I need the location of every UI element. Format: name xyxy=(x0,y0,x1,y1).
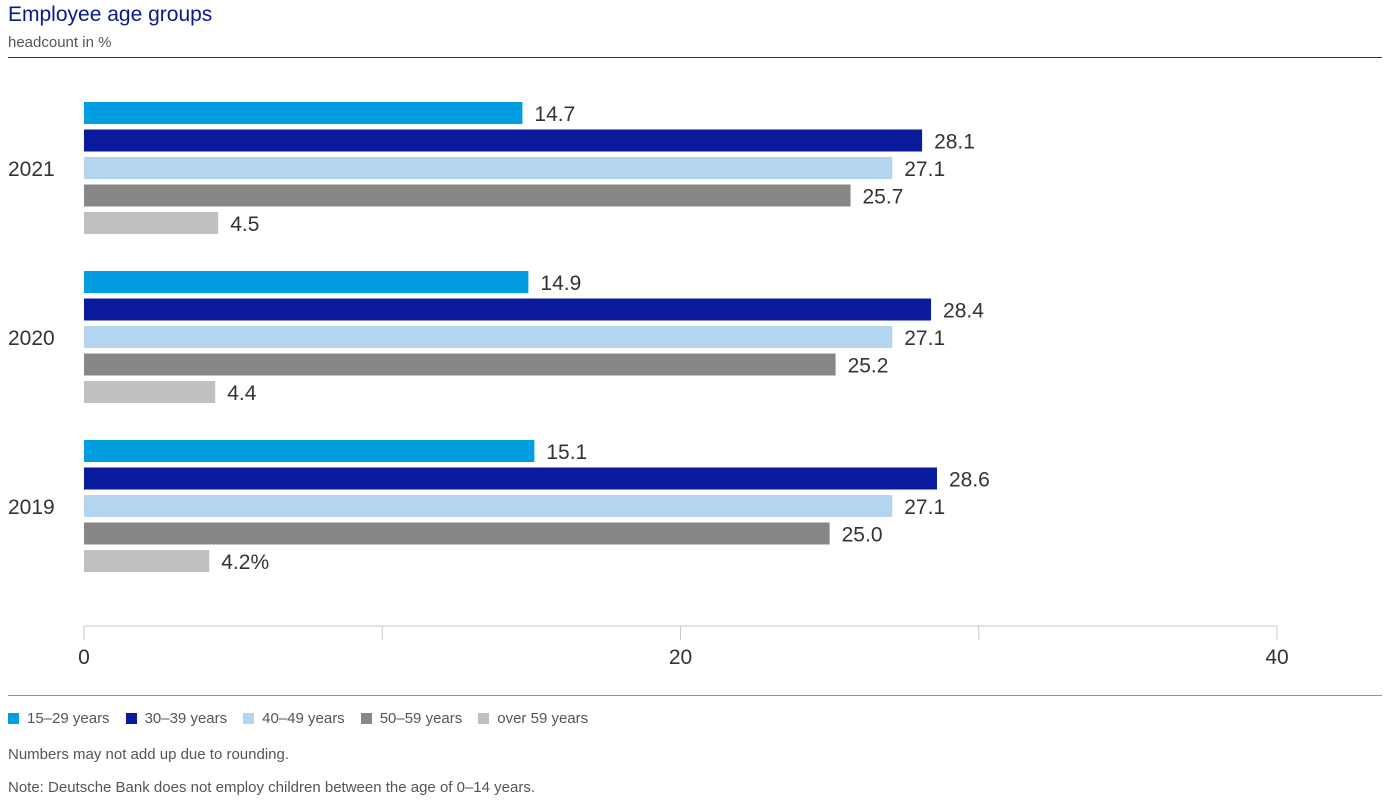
bar xyxy=(84,129,923,152)
legend-item: 40–49 years xyxy=(243,710,345,727)
legend-swatch xyxy=(243,713,255,724)
age-note: Note: Deutsche Bank does not employ chil… xyxy=(8,779,535,796)
x-tick-label: 40 xyxy=(1265,646,1288,669)
legend-item: 15–29 years xyxy=(8,710,110,727)
legend-item: over 59 years xyxy=(478,710,588,727)
data-label: 15.1 xyxy=(546,441,587,464)
data-label: 28.6 xyxy=(949,469,990,492)
data-label: 25.2 xyxy=(848,355,889,378)
bar xyxy=(84,184,851,207)
top-divider xyxy=(8,57,1382,58)
bar xyxy=(84,157,893,179)
legend-label: 15–29 years xyxy=(27,710,110,727)
data-label: 28.1 xyxy=(934,131,975,154)
legend-label: over 59 years xyxy=(497,710,589,727)
x-tick-label: 20 xyxy=(669,646,692,669)
data-label: 14.9 xyxy=(540,272,581,295)
bar xyxy=(84,271,529,293)
legend-label: 30–39 years xyxy=(144,710,228,727)
bar xyxy=(84,522,830,545)
data-label: 27.1 xyxy=(904,158,945,181)
legend-label: 50–59 years xyxy=(379,710,463,727)
legend: 15–29 years 30–39 years 40–49 years 50–59 y… xyxy=(8,710,604,727)
bar xyxy=(84,467,937,490)
bar xyxy=(84,102,523,124)
category-label: 2021 xyxy=(8,158,55,181)
legend-item: 50–59 years xyxy=(360,710,463,727)
data-label: 25.7 xyxy=(863,186,904,209)
chart-title: Employee age groups xyxy=(8,3,213,26)
legend-swatch xyxy=(8,713,19,724)
x-tick-label: 0 xyxy=(78,646,90,669)
chart-subtitle: headcount in % xyxy=(8,34,112,51)
data-label: 28.4 xyxy=(943,300,984,323)
legend-item: 30–39 years xyxy=(125,710,228,727)
bar-chart: 202114.728.127.125.74.5202014.928.427.12… xyxy=(8,102,1289,669)
bar xyxy=(84,495,893,517)
data-label: 25.0 xyxy=(842,524,883,547)
bar xyxy=(84,440,535,462)
legend-swatch xyxy=(478,713,490,724)
category-label: 2019 xyxy=(8,496,55,519)
legend-label: 40–49 years xyxy=(262,710,345,727)
bar xyxy=(84,212,219,234)
bottom-divider xyxy=(8,695,1382,696)
data-label: 27.1 xyxy=(904,496,945,519)
legend-swatch xyxy=(360,713,372,724)
legend-swatch xyxy=(125,713,137,724)
data-label: 4.5 xyxy=(230,213,259,236)
bar xyxy=(84,353,836,376)
bar xyxy=(84,381,216,403)
bar xyxy=(84,326,893,348)
bar xyxy=(84,550,210,572)
bar xyxy=(84,298,932,321)
data-label: 27.1 xyxy=(904,327,945,350)
data-label: 14.7 xyxy=(534,103,575,126)
data-label: 4.2% xyxy=(221,551,269,574)
category-label: 2020 xyxy=(8,327,55,350)
rounding-note: Numbers may not add up due to rounding. xyxy=(8,746,290,763)
data-label: 4.4 xyxy=(227,382,257,405)
